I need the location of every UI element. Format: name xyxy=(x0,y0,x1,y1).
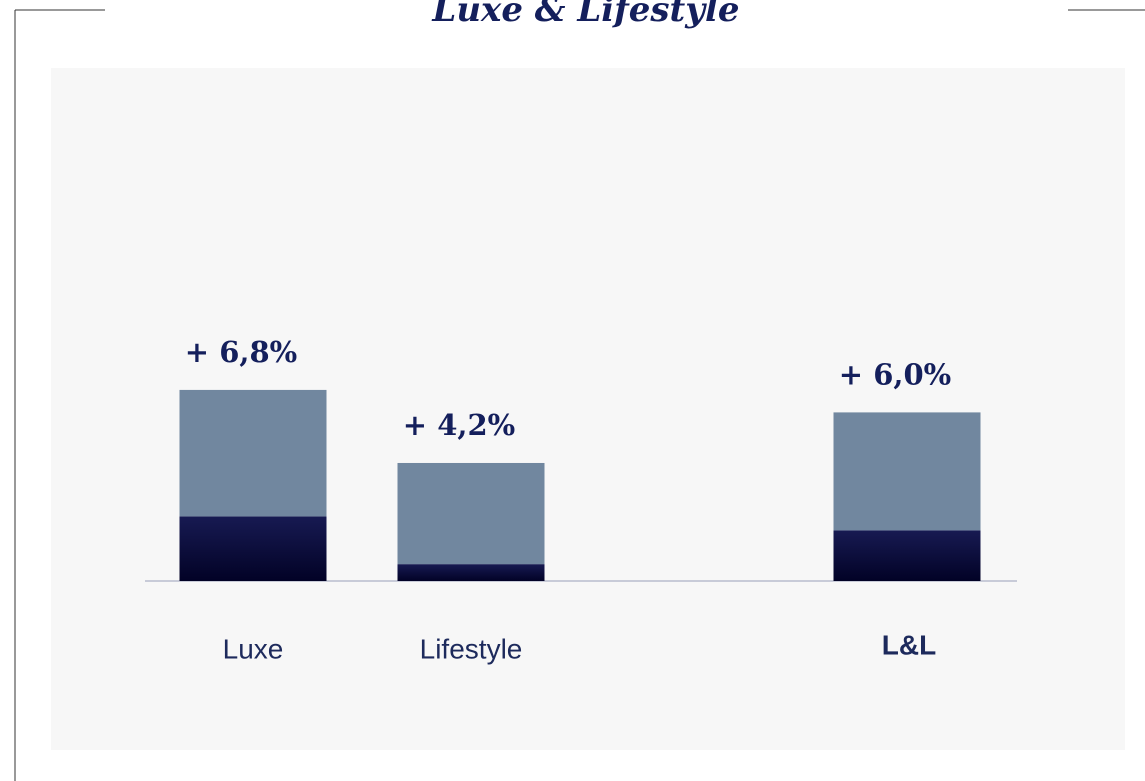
bar-segment xyxy=(833,530,981,581)
value-label: + 6,0% xyxy=(839,357,951,391)
category-label: Lifestyle xyxy=(420,633,523,664)
bar-segment xyxy=(833,412,981,531)
category-label: Luxe xyxy=(223,633,284,664)
value-label: + 4,2% xyxy=(403,408,515,442)
bar-segment xyxy=(179,389,327,517)
bar-segment xyxy=(397,462,545,565)
bar-segment xyxy=(397,564,545,581)
category-label: L&L xyxy=(882,629,936,660)
value-label: + 6,8% xyxy=(185,335,297,369)
bar-segment xyxy=(179,516,327,581)
chart-title: Luxe & Lifestyle xyxy=(431,0,739,30)
